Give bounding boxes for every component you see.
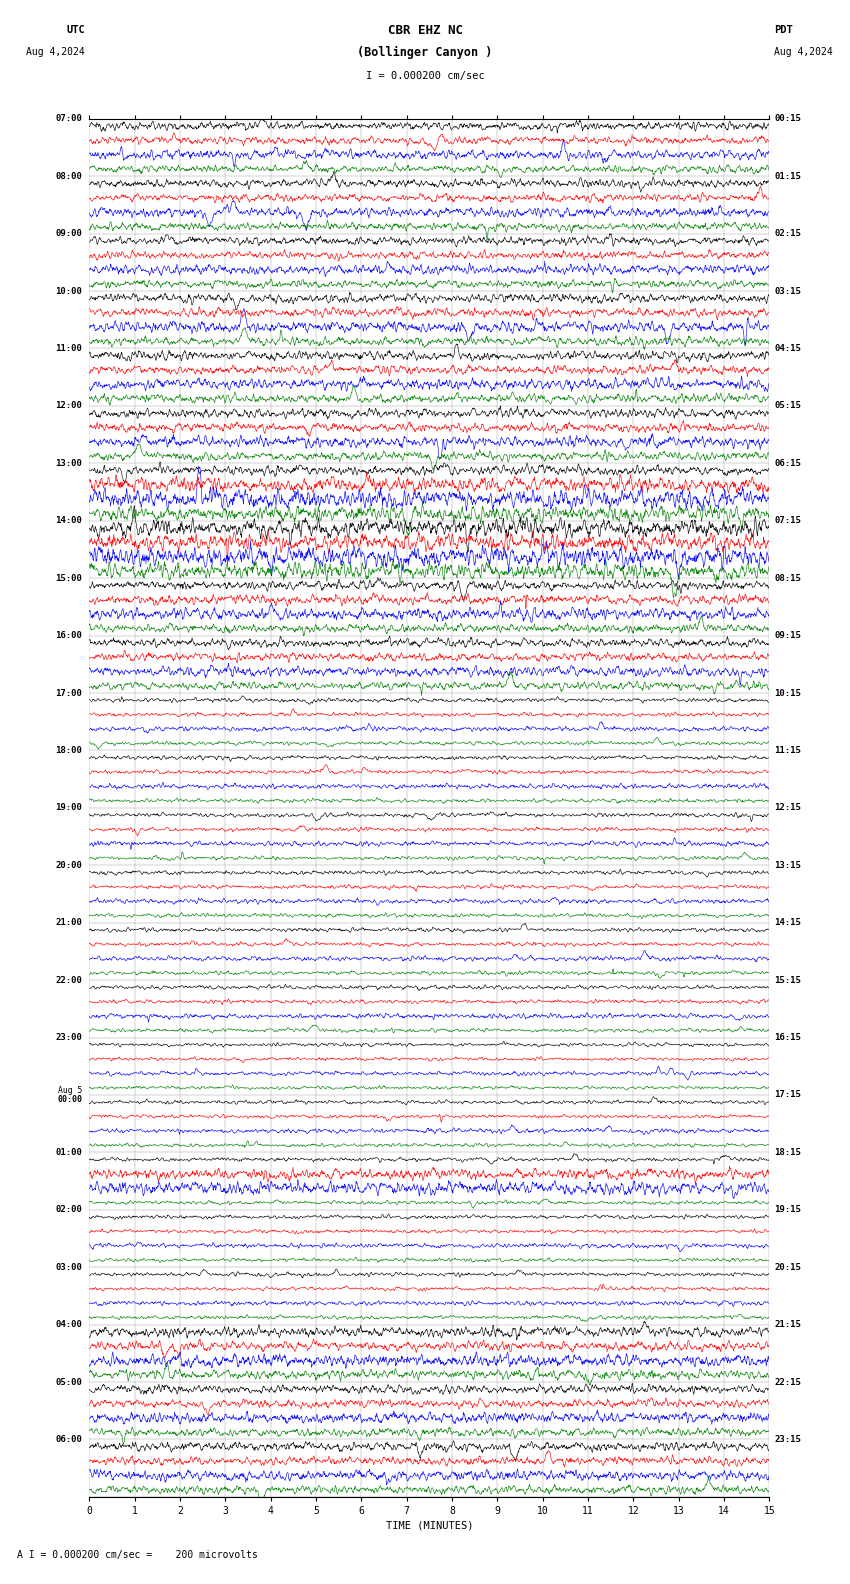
Text: 06:15: 06:15 — [774, 459, 802, 467]
Text: 14:00: 14:00 — [55, 516, 82, 526]
Text: 02:00: 02:00 — [55, 1205, 82, 1215]
Text: 03:00: 03:00 — [55, 1262, 82, 1272]
Text: A I = 0.000200 cm/sec =    200 microvolts: A I = 0.000200 cm/sec = 200 microvolts — [17, 1551, 258, 1560]
Text: 05:00: 05:00 — [55, 1378, 82, 1386]
Text: 02:15: 02:15 — [774, 230, 802, 238]
Text: 10:00: 10:00 — [55, 287, 82, 296]
Text: I = 0.000200 cm/sec: I = 0.000200 cm/sec — [366, 71, 484, 81]
Text: CBR EHZ NC: CBR EHZ NC — [388, 24, 462, 36]
Text: 13:15: 13:15 — [774, 860, 802, 870]
Text: 13:00: 13:00 — [55, 459, 82, 467]
Text: 06:00: 06:00 — [55, 1435, 82, 1445]
Text: 19:00: 19:00 — [55, 803, 82, 813]
Text: 08:00: 08:00 — [55, 171, 82, 181]
Text: 09:00: 09:00 — [55, 230, 82, 238]
Text: Aug 5: Aug 5 — [58, 1085, 82, 1095]
Text: 04:00: 04:00 — [55, 1319, 82, 1329]
Text: UTC: UTC — [66, 25, 85, 35]
Text: PDT: PDT — [774, 25, 793, 35]
Text: 15:00: 15:00 — [55, 573, 82, 583]
Text: 11:15: 11:15 — [774, 746, 802, 756]
Text: 11:00: 11:00 — [55, 344, 82, 353]
Text: 21:15: 21:15 — [774, 1319, 802, 1329]
Text: 14:15: 14:15 — [774, 919, 802, 927]
Text: 23:15: 23:15 — [774, 1435, 802, 1445]
Text: 18:15: 18:15 — [774, 1148, 802, 1156]
Text: 18:00: 18:00 — [55, 746, 82, 756]
Text: 23:00: 23:00 — [55, 1033, 82, 1042]
Text: 22:15: 22:15 — [774, 1378, 802, 1386]
Text: 00:15: 00:15 — [774, 114, 802, 124]
Text: Aug 4,2024: Aug 4,2024 — [774, 48, 833, 57]
Text: 16:15: 16:15 — [774, 1033, 802, 1042]
Text: 08:15: 08:15 — [774, 573, 802, 583]
Text: 07:15: 07:15 — [774, 516, 802, 526]
Text: 19:15: 19:15 — [774, 1205, 802, 1215]
Text: 21:00: 21:00 — [55, 919, 82, 927]
Text: 09:15: 09:15 — [774, 630, 802, 640]
Text: 12:00: 12:00 — [55, 401, 82, 410]
Text: 07:00: 07:00 — [55, 114, 82, 124]
Text: 16:00: 16:00 — [55, 630, 82, 640]
Text: 00:00: 00:00 — [58, 1095, 82, 1104]
Text: 01:00: 01:00 — [55, 1148, 82, 1156]
Text: 03:15: 03:15 — [774, 287, 802, 296]
Text: Aug 4,2024: Aug 4,2024 — [26, 48, 85, 57]
Text: 20:00: 20:00 — [55, 860, 82, 870]
Text: 05:15: 05:15 — [774, 401, 802, 410]
X-axis label: TIME (MINUTES): TIME (MINUTES) — [386, 1521, 473, 1530]
Text: 17:15: 17:15 — [774, 1090, 802, 1099]
Text: 12:15: 12:15 — [774, 803, 802, 813]
Text: 10:15: 10:15 — [774, 689, 802, 697]
Text: (Bollinger Canyon ): (Bollinger Canyon ) — [357, 46, 493, 59]
Text: 15:15: 15:15 — [774, 976, 802, 985]
Text: 20:15: 20:15 — [774, 1262, 802, 1272]
Text: 22:00: 22:00 — [55, 976, 82, 985]
Text: 17:00: 17:00 — [55, 689, 82, 697]
Text: 01:15: 01:15 — [774, 171, 802, 181]
Text: 04:15: 04:15 — [774, 344, 802, 353]
